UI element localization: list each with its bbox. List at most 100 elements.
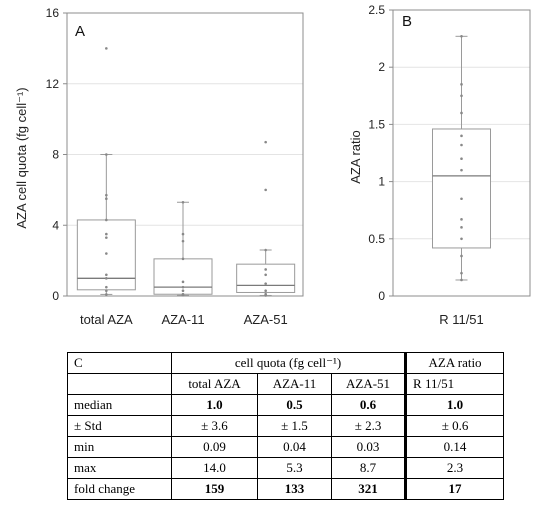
data-point [460, 226, 463, 229]
y-tick-label: 8 [52, 148, 59, 162]
data-point [264, 188, 267, 192]
data-point [105, 293, 108, 296]
table-cell: 14.0 [171, 457, 258, 479]
data-point [264, 248, 267, 252]
table-cell: ± 1.5 [257, 415, 332, 437]
data-point [105, 197, 108, 201]
table-label: C [67, 352, 172, 374]
y-tick-label: 0 [52, 289, 59, 303]
group-header-cell-quota: cell quota (fg cell⁻¹) [170, 352, 407, 374]
table-cell: 0.09 [171, 436, 258, 458]
y-axis-label-b: AZA ratio [348, 130, 363, 183]
ratio-header: AZA ratio [404, 352, 505, 374]
table-row: fold change 159 133 321 17 [67, 478, 505, 500]
data-point [264, 273, 267, 277]
data-point [181, 289, 185, 292]
table-cell: 159 [171, 478, 258, 500]
table-cell: 8.7 [330, 457, 407, 479]
data-point [105, 193, 108, 197]
data-point [460, 271, 463, 275]
data-point [105, 285, 108, 289]
y-axis-label-a: AZA cell quota (fg cell⁻¹) [14, 87, 29, 228]
y-tick-label: 0 [378, 289, 385, 303]
data-point [460, 83, 463, 86]
table-row: max 14.0 5.3 8.7 2.3 [67, 457, 505, 479]
data-point [105, 47, 108, 50]
table-cell: 0.14 [404, 436, 505, 458]
data-point [460, 278, 463, 282]
data-point [460, 35, 463, 38]
row-label: min [67, 436, 172, 458]
y-tick-label: 1.5 [368, 117, 385, 131]
y-tick-label: 0.5 [368, 232, 385, 246]
data-point [181, 293, 185, 297]
data-point [460, 197, 463, 201]
data-point [460, 237, 463, 241]
chart-a: A AZA cell quota (fg cell⁻¹) 0 4 8 12 16 tota… [14, 6, 304, 327]
data-point [181, 257, 185, 261]
data-point [460, 157, 463, 161]
data-point [181, 285, 185, 289]
table-cell: 0.5 [257, 394, 332, 416]
col-header: R 11/51 [404, 373, 505, 395]
data-point [105, 218, 108, 222]
table-cell: 0.03 [330, 436, 407, 458]
y-tick-label: 16 [46, 6, 60, 20]
data-point [460, 134, 463, 138]
table-cell: ± 0.6 [404, 415, 505, 437]
data-point [460, 143, 463, 147]
summary-table: C cell quota (fg cell⁻¹) AZA ratio total… [67, 352, 505, 500]
data-point [264, 282, 267, 285]
table-cell: 1.0 [404, 394, 505, 416]
table-header-row: total AZA AZA-11 AZA-51 R 11/51 [67, 373, 505, 395]
row-label: max [67, 457, 172, 479]
data-point [460, 111, 463, 115]
y-tick-label: 1 [378, 175, 385, 189]
data-point [264, 289, 267, 292]
row-label: median [67, 394, 172, 416]
data-point [105, 153, 108, 156]
x-tick-label: R 11/51 [439, 312, 484, 327]
col-header: AZA-51 [330, 373, 407, 395]
col-header: total AZA [171, 373, 258, 395]
plot-frame [392, 9, 531, 297]
data-point [105, 273, 108, 277]
data-point [264, 140, 267, 144]
y-tick-label: 4 [52, 218, 59, 232]
panel-label-b: B [402, 13, 412, 30]
data-point [105, 252, 108, 255]
data-point [105, 232, 108, 236]
row-label: ± Std [67, 415, 172, 437]
plot-frame [66, 12, 304, 297]
table-cell: 17 [404, 478, 505, 500]
data-point [460, 94, 463, 98]
table-row: median 1.0 0.5 0.6 1.0 [67, 394, 505, 416]
table-cell: ± 2.3 [330, 415, 407, 437]
table-cell: 1.0 [171, 394, 258, 416]
table-row: ± Std ± 3.6 ± 1.5 ± 2.3 ± 0.6 [67, 415, 505, 437]
data-point [460, 218, 463, 221]
table-cell: 0.6 [330, 394, 407, 416]
panel-label-a: A [75, 23, 85, 40]
x-tick-label: total AZA [80, 312, 133, 327]
y-tick-label: 12 [46, 77, 60, 91]
table-row: min 0.09 0.04 0.03 0.14 [67, 436, 505, 458]
row-label: fold change [67, 478, 172, 500]
data-point [105, 289, 108, 292]
table-cell: 2.3 [404, 457, 505, 479]
data-point [460, 254, 463, 258]
data-point [264, 294, 267, 297]
table-cell: 321 [330, 478, 407, 500]
table-cell: 133 [257, 478, 332, 500]
table-cell: 5.3 [257, 457, 332, 479]
y-tick-label: 2.5 [368, 3, 385, 17]
data-point [264, 268, 267, 271]
data-point [181, 280, 185, 284]
y-tick-label: 2 [378, 60, 385, 74]
data-point [181, 200, 185, 204]
col-header: AZA-11 [257, 373, 332, 395]
x-tick-label: AZA-11 [161, 312, 204, 327]
box [432, 128, 491, 249]
chart-b: B AZA ratio 0 0.5 1 1.5 2 2.5 R 11/51 [348, 3, 531, 327]
table-cell: 0.04 [257, 436, 332, 458]
